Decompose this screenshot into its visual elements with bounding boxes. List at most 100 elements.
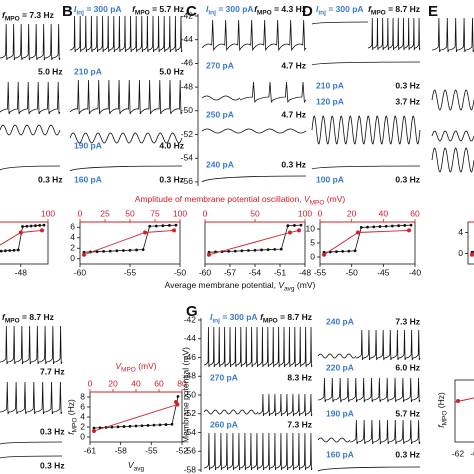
- frequency-label-part: MPO: [263, 317, 278, 324]
- frequency-label-part: = 4.3 Hz: [272, 4, 306, 14]
- frequency-point: [286, 224, 290, 228]
- voltage-trace: [201, 95, 241, 101]
- frequency-point: [29, 224, 33, 228]
- frequency-point: [92, 426, 96, 430]
- left-tick-label: 6: [70, 222, 75, 232]
- y-tick-label: -56: [181, 176, 194, 186]
- frequency-curve: [93, 396, 179, 429]
- amplitude-point: [297, 228, 301, 233]
- voltage-trace: [201, 19, 307, 52]
- voltage-trace: [257, 393, 313, 417]
- amplitude-point: [18, 230, 23, 235]
- panel-letter: G: [186, 303, 198, 320]
- current-label: Iinj = 300 pA: [316, 4, 364, 16]
- panel-letter: E: [428, 3, 438, 20]
- current-label-part: inj: [208, 9, 216, 16]
- frequency-label: fMPO = 7.3 Hz: [2, 10, 54, 22]
- frequency-point: [115, 249, 119, 253]
- frequency-point: [12, 248, 16, 252]
- frequency-point: [21, 225, 24, 228]
- voltage-trace: [0, 455, 63, 459]
- current-label-part: inj: [212, 317, 220, 324]
- frequency-label-part: f: [254, 4, 258, 14]
- voltage-trace: [317, 353, 357, 359]
- frequency-label: fMPO = 8.7 Hz: [2, 312, 54, 324]
- current-label: 160 pA: [326, 449, 354, 459]
- y-tick-label: -46: [184, 352, 197, 362]
- frequency-label: 5.0 Hz: [38, 66, 63, 76]
- axis-title-part: f: [66, 431, 76, 435]
- left-tick-label: 4: [458, 227, 463, 237]
- current-label: Iinj = 300 pA: [210, 312, 258, 324]
- frequency-label-part: = 7.3 Hz: [20, 10, 54, 20]
- frequency-point: [134, 424, 138, 428]
- top-tick-label: 40: [131, 378, 141, 388]
- frequency-point: [164, 423, 168, 426]
- voltage-trace: [311, 165, 421, 170]
- frequency-point: [95, 250, 99, 254]
- left-tick-label: 2: [80, 421, 85, 431]
- voltage-trace: [201, 175, 307, 183]
- frequency-point: [128, 248, 132, 252]
- frequency-point: [353, 249, 357, 253]
- frequency-point: [154, 224, 158, 228]
- panel-letter: B: [62, 3, 73, 20]
- bottom-tick-label: -62: [452, 448, 465, 458]
- y-tick-label: -54: [181, 152, 194, 162]
- frequency-label-part: = 5.7 Hz: [150, 4, 184, 14]
- frequency-label: fMPO = 5.7 Hz: [132, 4, 184, 16]
- top-tick-label: 60: [410, 208, 420, 218]
- frequency-point: [8, 249, 12, 252]
- voltage-trace: [0, 124, 61, 136]
- frequency-point: [240, 249, 244, 253]
- top-tick-label: 100: [173, 208, 187, 218]
- y-tick-label: -46: [181, 58, 194, 68]
- amplitude-point: [470, 252, 474, 257]
- y-tick-label: -48: [184, 371, 197, 381]
- voltage-trace: [203, 409, 259, 415]
- current-label: 160 pA: [74, 174, 102, 184]
- frequency-label-part: f: [132, 4, 136, 14]
- frequency-point: [299, 223, 303, 227]
- y-tick-label: -42: [181, 10, 194, 20]
- y-tick-label: -44: [184, 333, 197, 343]
- y-tick-label: -56: [184, 446, 197, 456]
- amplitude-point: [172, 228, 176, 233]
- top-tick-label: 20: [347, 208, 357, 218]
- frequency-label-part: f: [2, 312, 6, 322]
- frequency-label: 0.3 Hz: [395, 449, 420, 459]
- frequency-label: 5.7 Hz: [395, 408, 420, 418]
- axis-title: Membrane potential (mV): [180, 347, 190, 443]
- current-label: Iinj = 300 pA: [74, 4, 122, 16]
- top-tick-label: 100: [298, 208, 312, 218]
- amplitude-point: [322, 252, 326, 257]
- frequency-point: [260, 248, 263, 252]
- current-label-part: = 300 pA: [326, 4, 364, 14]
- voltage-trace: [317, 466, 421, 472]
- voltage-trace: [0, 381, 63, 415]
- bottom-tick-label: -55: [314, 267, 327, 277]
- frequency-label: 0.3 Hz: [281, 159, 306, 169]
- plot-frame: [454, 379, 474, 443]
- frequency-label-part: f: [2, 10, 6, 20]
- current-label-part: inj: [318, 9, 326, 16]
- voltage-trace: [317, 377, 421, 403]
- frequency-label: 0.3 Hz: [40, 426, 65, 436]
- current-label: 190 pA: [74, 140, 102, 150]
- axis-title-part: Average membrane potential,: [165, 280, 279, 290]
- panel-letter: C: [186, 3, 197, 20]
- top-tick-label: 75: [150, 208, 160, 218]
- axis-title: Amplitude of membrane potential oscillat…: [135, 194, 346, 206]
- frequency-point: [38, 224, 42, 227]
- frequency-point: [372, 225, 376, 229]
- current-label: 100 pA: [316, 174, 344, 184]
- voltage-trace: [349, 419, 421, 445]
- frequency-label: 3.7 Hz: [395, 96, 420, 106]
- left-tick-label: 6: [80, 401, 85, 411]
- axis-title-part: (mV): [136, 361, 157, 371]
- current-label-part: = 300 pA: [216, 4, 254, 14]
- current-label-part: I: [210, 312, 213, 322]
- frequency-label: 0.3 Hz: [159, 174, 184, 184]
- frequency-point: [293, 224, 296, 227]
